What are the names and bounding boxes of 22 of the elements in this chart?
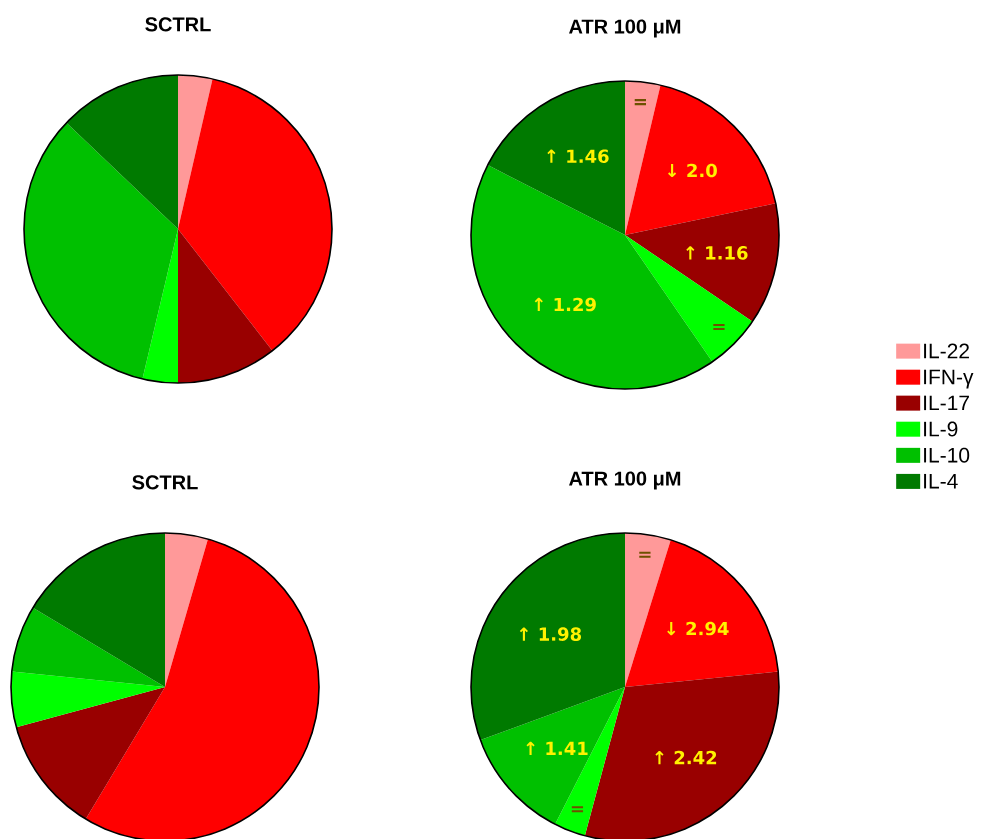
- text: ↑ 1.98: [519, 627, 582, 641]
- text: ↑ 1.16: [686, 246, 748, 260]
- text: =: [571, 806, 584, 813]
- legend-label: IL-17: [924, 395, 969, 411]
- chart-title: SCTRL: [145, 17, 211, 32]
- legend-label: IL-9: [924, 421, 958, 437]
- text: ↑ 1.41: [526, 741, 588, 755]
- text: =: [634, 99, 646, 106]
- text: =: [639, 551, 651, 558]
- legend-label: IFN-γ: [924, 369, 974, 389]
- chart-title: SCTRL: [132, 475, 198, 490]
- text: ↑ 1.46: [547, 149, 609, 164]
- text: ↓ 2.94: [667, 621, 729, 636]
- chart-title: ATR 100 μM: [569, 471, 681, 490]
- text: =: [713, 324, 725, 331]
- chart-title: ATR 100 μM: [569, 19, 681, 38]
- legend-label: IL-10: [924, 447, 970, 463]
- legend-label: IL-4: [924, 473, 958, 489]
- text: ↑ 1.29: [534, 297, 596, 312]
- text: ↑ 2.42: [655, 750, 717, 765]
- legend-label: IL-22: [924, 343, 969, 359]
- text: ↓ 2.0: [668, 163, 717, 178]
